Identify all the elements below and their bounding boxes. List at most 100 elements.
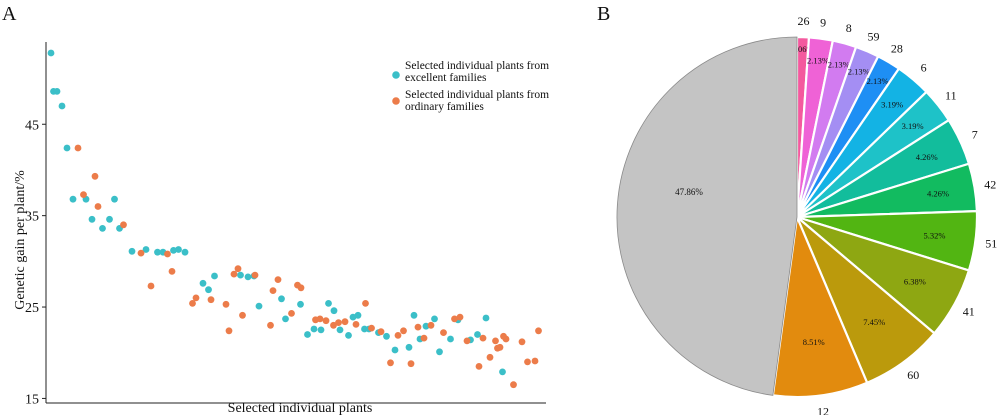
point-ordinary [207,296,215,304]
point-excellent [436,348,443,356]
point-excellent [499,368,506,376]
point-ordinary [192,294,200,302]
point-ordinary [352,321,360,328]
point-excellent [128,247,136,255]
pie-percent-label: 47.86% [675,187,703,197]
point-excellent [211,272,218,280]
pie-category-label: 26 [798,14,810,28]
point-ordinary [91,172,99,180]
point-ordinary [510,381,517,389]
point-excellent [181,248,189,256]
point-ordinary [496,343,504,351]
point-excellent [99,225,106,232]
scatter-chart: 15 25 35 45 Selected individual plants Gene… [13,42,549,415]
point-ordinary [414,323,422,331]
pie-percent-label: 4.26% [916,152,938,162]
pie-percent-label: 2.13% [828,60,850,70]
pie-category-label: 12 [817,404,829,415]
pie-category-label: 8 [846,21,852,35]
point-excellent [63,144,71,152]
point-excellent [69,195,77,203]
point-ordinary [535,327,542,335]
point-ordinary [362,300,369,307]
point-ordinary [335,319,342,326]
point-ordinary [137,249,145,257]
pie-percent-label: 2.13% [807,55,829,65]
y-tick-label: 45 [25,118,39,133]
point-ordinary [80,191,87,199]
point-ordinary [518,338,526,346]
point-ordinary [274,276,282,283]
point-ordinary [322,317,330,325]
pie-category-label: 7 [972,128,978,142]
point-ordinary [451,315,458,323]
point-excellent [53,88,61,95]
point-ordinary [394,332,402,339]
point-ordinary [341,318,349,326]
point-excellent [317,326,325,334]
point-ordinary [316,315,324,323]
point-excellent [154,248,161,256]
pie-percent-label: 2.13% [867,76,889,86]
pie-category-label: 9 [820,16,826,30]
legend-label-ordinary-line1: Selected individual plants from [405,89,549,101]
point-ordinary [420,334,428,342]
point-ordinary [440,329,447,336]
point-ordinary [531,357,539,365]
pie-percent-label: 3.19% [881,100,903,110]
point-ordinary [524,358,531,366]
point-excellent [482,314,490,322]
point-ordinary [251,271,259,279]
point-ordinary [288,310,295,317]
point-excellent [431,315,438,323]
pie-percent-label: 3.19% [902,121,924,131]
pie-category-label: 6 [921,60,927,74]
point-excellent [325,300,332,307]
point-ordinary [407,360,415,368]
point-excellent [199,279,207,287]
point-excellent [205,286,212,294]
point-excellent [175,246,182,253]
point-ordinary [368,324,375,332]
pie-percent-label: 8.51% [803,337,825,347]
point-ordinary [222,300,230,308]
point-ordinary [269,287,277,294]
point-ordinary [225,327,233,335]
point-ordinary [168,268,176,275]
point-excellent [304,331,311,338]
legend: Selected individual plants from excellen… [392,60,549,113]
point-excellent [330,307,338,315]
point-excellent [142,246,150,253]
y-tick-label: 15 [25,392,39,407]
point-excellent [447,335,454,343]
legend-label-excellent-line2: excellent families [405,72,487,84]
point-excellent [336,326,344,334]
point-ordinary [492,337,499,345]
point-ordinary [239,311,246,319]
x-axis-label: Selected individual plants [228,401,373,415]
y-ticks: 15 25 35 45 [25,118,46,407]
point-ordinary [234,265,242,273]
panel-label-b: B [597,3,610,25]
point-ordinary [189,300,196,307]
point-ordinary [230,270,238,278]
pie-slice [616,36,798,396]
pie-percent-label: 1.06% [792,44,814,54]
pie-category-label: 51 [985,236,997,250]
point-ordinary [120,221,127,229]
pie-percent-label: 4.26% [927,188,949,198]
point-ordinary [377,328,385,336]
point-excellent [383,332,390,340]
pie-category-label: 11 [945,89,957,103]
point-excellent [88,215,96,223]
point-excellent [354,311,362,319]
point-ordinary [400,327,407,335]
point-excellent [297,300,304,308]
point-excellent [106,215,113,223]
pie-chart: 1.06% 26 2.13% 9 2.13% 8 2.13% 59 2.13% 28 3.19% 6 3… [616,14,997,415]
point-ordinary [164,250,171,258]
point-excellent [474,331,481,338]
y-tick-label: 35 [25,210,39,225]
pie-slice [771,212,869,399]
